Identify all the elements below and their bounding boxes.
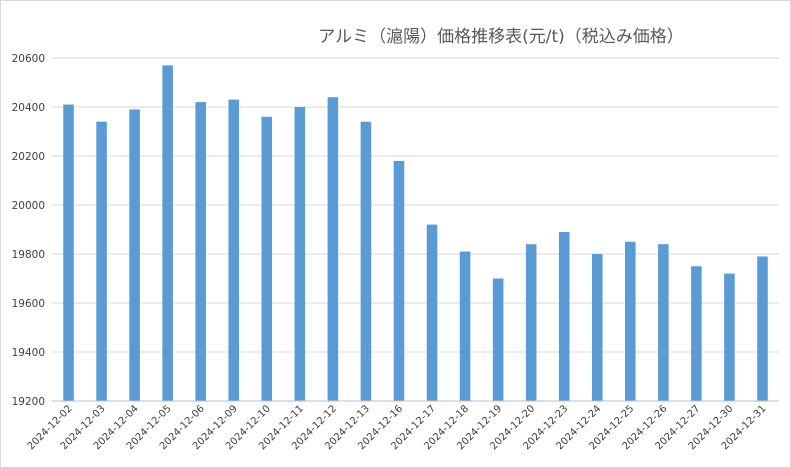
bar bbox=[492, 278, 504, 401]
bar bbox=[625, 241, 636, 401]
y-tick-label: 20200 bbox=[12, 151, 45, 163]
chart-title: アルミ（滬陽）価格推移表(元/t)（税込み価格） bbox=[318, 27, 684, 47]
bar bbox=[658, 244, 669, 401]
bar bbox=[591, 254, 603, 401]
y-tick-label: 19800 bbox=[12, 249, 45, 261]
bar bbox=[195, 102, 206, 401]
gridlines bbox=[52, 57, 779, 353]
bar bbox=[228, 99, 240, 402]
bar bbox=[691, 266, 702, 401]
bar bbox=[757, 256, 768, 401]
y-tick-label: 19600 bbox=[12, 298, 45, 310]
bar bbox=[96, 121, 107, 401]
y-tick-label: 20400 bbox=[12, 102, 45, 114]
bar bbox=[393, 160, 405, 401]
y-tick-label: 19400 bbox=[12, 347, 45, 359]
bar bbox=[63, 104, 74, 402]
bar bbox=[294, 107, 306, 401]
bar bbox=[459, 251, 471, 401]
y-tick-label: 20600 bbox=[12, 53, 45, 65]
bar bbox=[360, 121, 372, 401]
bar bbox=[525, 244, 537, 401]
bar bbox=[327, 97, 339, 401]
y-axis-ticks: 19200 19400 19600 19800 20000 20200 20400 20600 bbox=[12, 53, 45, 408]
bar bbox=[162, 65, 173, 401]
bar bbox=[426, 224, 438, 401]
bar bbox=[724, 273, 735, 401]
bar bbox=[261, 116, 273, 402]
y-tick-label: 19200 bbox=[12, 396, 45, 408]
bar bbox=[558, 231, 570, 401]
bar bbox=[129, 109, 140, 401]
bars bbox=[63, 65, 768, 402]
y-tick-label: 20000 bbox=[12, 200, 45, 212]
x-axis-ticks: 2024-12-022024-12-032024-12-042024-12-05… bbox=[26, 403, 769, 452]
